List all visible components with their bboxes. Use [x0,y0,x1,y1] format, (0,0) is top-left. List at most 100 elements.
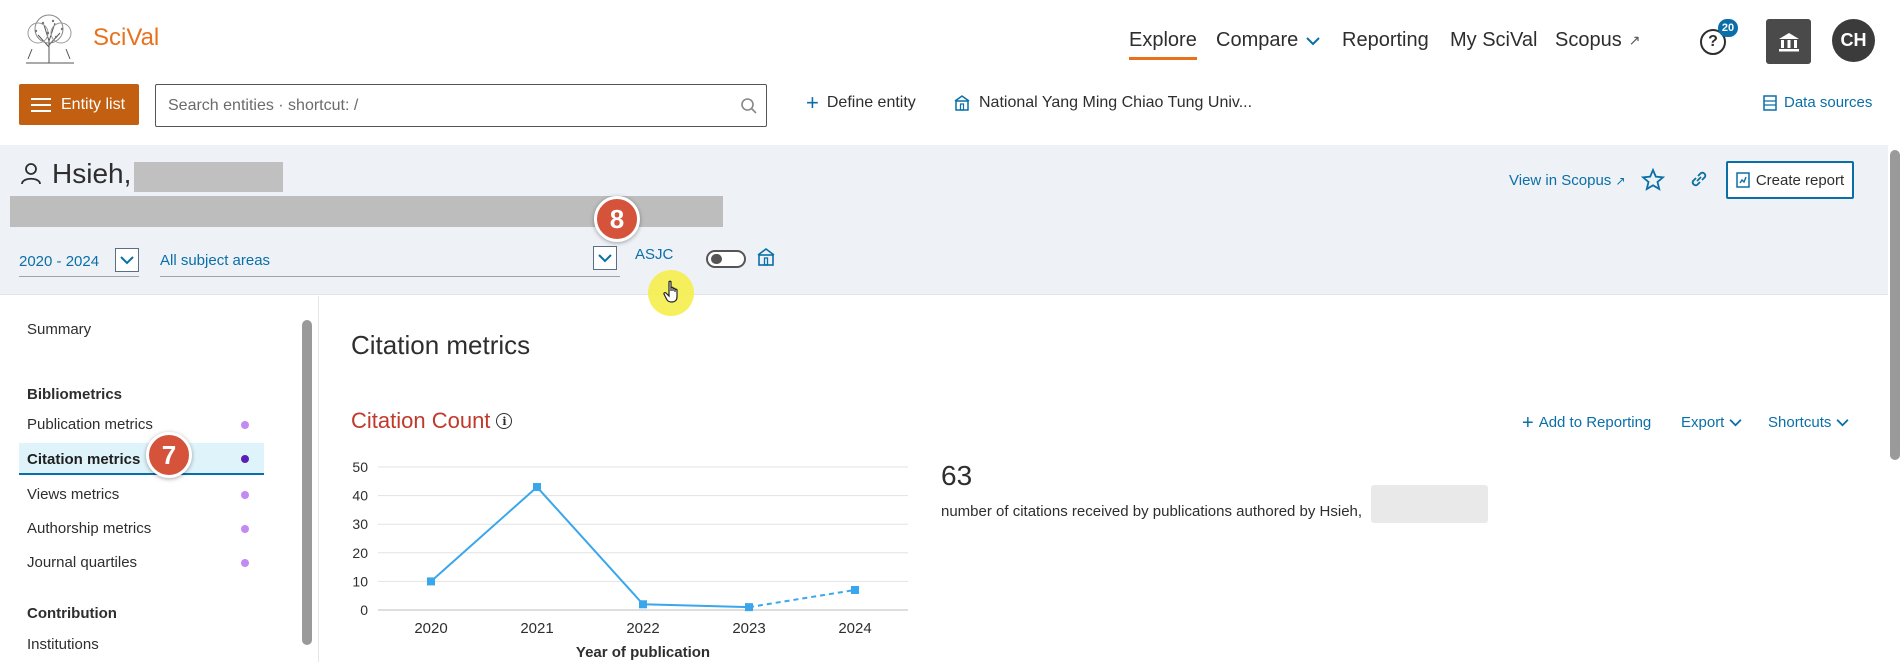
subject-area-select[interactable]: All subject areas [160,245,620,277]
status-dot [241,559,249,567]
shortcuts-dropdown[interactable]: Shortcuts [1768,414,1849,431]
sidebar-divider [318,296,319,662]
x-axis-label: Year of publication [576,644,710,661]
x-tick-label: 2024 [838,620,871,637]
subject-area-value: All subject areas [160,252,271,269]
nav-my-scival-label: My SciVal [1450,29,1538,51]
nav-compare[interactable]: Compare [1216,29,1320,52]
view-in-scopus-link[interactable]: View in Scopus ↗ [1509,172,1626,189]
year-range-select[interactable]: 2020 - 2024 [19,247,139,277]
help-icon[interactable]: ? [1700,29,1726,55]
export-dropdown[interactable]: Export [1681,414,1742,431]
step-badge-7: 7 [146,432,192,478]
entity-name: Hsieh, [52,158,132,189]
series-line-dashed [748,588,856,609]
status-dot [241,525,249,533]
help-notification-badge: 20 [1718,19,1738,37]
data-sources-label: Data sources [1784,94,1873,111]
create-report-button[interactable]: Create report [1726,161,1854,199]
nav-scopus-label: Scopus [1555,29,1622,51]
data-point [427,577,435,586]
chevron-down-icon [120,256,134,265]
define-entity-link[interactable]: + Define entity [806,90,916,115]
institution-link[interactable]: National Yang Ming Chiao Tung Univ... [953,94,1252,112]
sidebar-item-authorship-metrics[interactable]: Authorship metrics [27,520,152,537]
view-in-scopus-label: View in Scopus [1509,172,1612,189]
sidebar-item-citation-metrics[interactable] [19,443,264,475]
year-range-value: 2020 - 2024 [19,253,100,270]
link-icon[interactable] [1688,168,1710,190]
y-tick-label: 30 [352,516,368,532]
nav-scopus[interactable]: Scopus ↗ [1555,29,1640,52]
subject-toggle-switch[interactable] [706,250,746,268]
sidebar-item-views-metrics[interactable]: Views metrics [27,486,120,503]
x-tick-label: 2020 [414,620,447,637]
search-icon[interactable] [740,97,758,115]
chevron-down-icon [1836,419,1849,427]
nav-reporting[interactable]: Reporting [1342,29,1429,52]
data-point [745,603,753,612]
institution-icon [954,95,970,111]
hand-pointer-icon [663,280,678,303]
asjc-link[interactable]: ASJC [635,246,674,263]
institution-button[interactable] [1766,19,1811,64]
person-icon [21,163,41,185]
user-avatar[interactable]: CH [1832,19,1875,62]
institution-icon[interactable] [756,247,776,267]
data-point [851,585,859,594]
elsevier-tree-logo[interactable] [18,13,80,65]
sidebar-item-journal-quartiles[interactable]: Journal quartiles [27,554,138,571]
entity-list-label: Entity list [61,95,126,113]
sidebar-group-bibliometrics: Bibliometrics [27,386,123,403]
page-scrollbar-thumb[interactable] [1890,150,1900,460]
search-input[interactable] [168,96,728,115]
data-point [639,600,647,609]
year-range-dropdown-toggle[interactable] [115,248,139,272]
subject-area-dropdown-toggle[interactable] [593,246,617,270]
status-dot [241,421,249,429]
series-line-solid [430,485,750,609]
sidebar-item-institutions[interactable]: Institutions [27,636,99,653]
top-header: SciVal Explore Compare Reporting My SciV… [0,0,1900,80]
entity-list-button[interactable]: Entity list [19,84,139,125]
y-tick-label: 50 [352,459,368,475]
sidebar-item-citation-metrics-label[interactable]: Citation metrics [27,451,141,468]
chevron-down-icon [1729,419,1742,427]
plus-icon: + [1522,411,1534,434]
sidebar-group-contribution: Contribution [27,605,117,622]
add-to-reporting-label: Add to Reporting [1538,414,1652,431]
nav-explore[interactable]: Explore [1129,29,1197,60]
sidebar-item-publication-metrics[interactable]: Publication metrics [27,416,153,433]
institution-icon [1778,32,1799,51]
institution-label: National Yang Ming Chiao Tung Univ... [979,94,1253,111]
status-dot-active [241,455,249,463]
external-link-icon: ↗ [1615,174,1626,188]
sidebar-item-summary[interactable]: Summary [27,321,92,338]
status-dot [241,491,249,499]
external-link-icon: ↗ [1628,32,1641,48]
data-sources-link[interactable]: Data sources [1763,94,1872,111]
search-entities-box[interactable] [155,84,767,127]
data-point [533,483,541,492]
chevron-down-icon [598,254,612,263]
y-tick-label: 40 [352,488,368,504]
y-tick-label: 10 [352,573,368,589]
nav-my-scival[interactable]: My SciVal [1450,29,1537,52]
plus-icon: + [806,90,819,115]
define-entity-label: Define entity [826,94,916,111]
data-sources-icon [1763,94,1777,111]
redacted-name-block [134,162,283,192]
sidebar-scrollbar-thumb[interactable] [302,320,312,645]
add-to-reporting-link[interactable]: + Add to Reporting [1522,411,1652,434]
redacted-author-block [1371,485,1488,523]
shortcuts-label: Shortcuts [1768,414,1832,431]
report-icon [1736,172,1750,188]
citation-count-description: number of citations received by publicat… [941,503,1363,520]
info-icon[interactable]: i [496,413,513,429]
export-label: Export [1681,414,1725,431]
citation-count-title: Citation Count i [351,408,513,434]
nav-explore-label: Explore [1129,29,1197,51]
citation-count-chart: 0 10 20 30 40 50 2020 2021 2022 2023 2024 Year of p… [352,459,908,661]
scival-logo-text[interactable]: SciVal [93,24,160,51]
star-icon[interactable] [1641,168,1665,192]
